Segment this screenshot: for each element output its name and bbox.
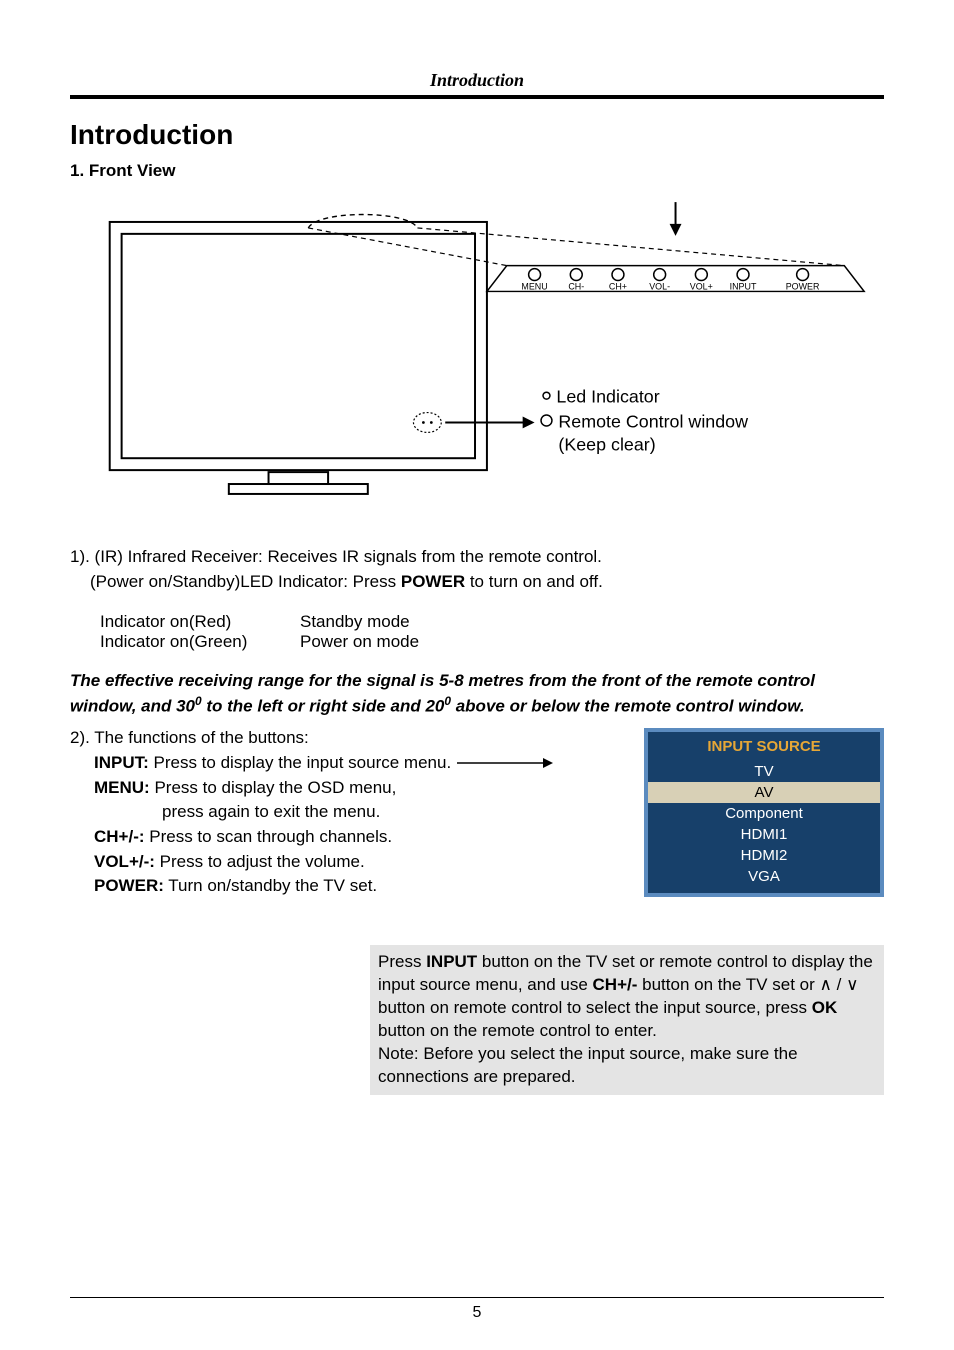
input-source-item[interactable]: HDMI2 (648, 845, 880, 866)
input-source-title: INPUT SOURCE (648, 732, 880, 761)
ir-line2-head: (Power on/Standby)LED Indicator: Press (90, 572, 401, 591)
input-instructions-note: Note: Before you select the input source… (378, 1044, 798, 1086)
section-heading-front-view: 1. Front View (70, 161, 884, 181)
header-rule (70, 95, 884, 99)
svg-text:VOL+: VOL+ (690, 281, 713, 291)
input-source-item[interactable]: TV (648, 761, 880, 782)
indicator-green-state: Indicator on(Green) (100, 632, 300, 652)
front-view-diagram: MENU CH- CH+ VOL- VOL+ INPUT POWER Led Indicat… (70, 191, 884, 516)
menu-label: MENU: (94, 778, 150, 797)
page-number: 5 (70, 1304, 884, 1322)
page-title: Introduction (70, 119, 884, 151)
svg-text:Remote Control window: Remote Control window (558, 411, 748, 431)
header-section-title: Introduction (70, 70, 884, 91)
input-source-menu: INPUT SOURCE TVAVComponentHDMI1HDMI2VGA (644, 728, 884, 897)
functions-intro: 2). The functions of the buttons: (70, 726, 624, 751)
svg-text:(Keep clear): (Keep clear) (558, 434, 655, 454)
footer-rule (70, 1297, 884, 1298)
input-label: INPUT: (94, 753, 149, 772)
svg-text:VOL-: VOL- (649, 281, 670, 291)
ir-line2-power: POWER (401, 572, 465, 591)
svg-text:CH+: CH+ (609, 281, 627, 291)
receiving-range-note: The effective receiving range for the si… (70, 670, 884, 719)
arrow-to-input-source (455, 757, 555, 769)
svg-text:POWER: POWER (786, 281, 820, 291)
vol-label: VOL+/-: (94, 852, 155, 871)
up-icon: ∧ (819, 975, 831, 994)
vol-desc: Press to adjust the volume. (155, 852, 365, 871)
button-functions-block: 2). The functions of the buttons: INPUT:… (70, 726, 624, 898)
ir-description-line1: 1). (IR) Infrared Receiver: Receives IR … (70, 546, 884, 569)
input-source-item[interactable]: Component (648, 803, 880, 824)
svg-text:Led Indicator: Led Indicator (556, 387, 659, 407)
power-label: POWER: (94, 876, 164, 895)
indicator-green-mode: Power on mode (300, 632, 419, 652)
svg-text:MENU: MENU (521, 281, 547, 291)
input-source-item[interactable]: VGA (648, 866, 880, 887)
power-desc: Turn on/standby the TV set. (164, 876, 377, 895)
menu-desc1: Press to display the OSD menu, (150, 778, 397, 797)
menu-desc2: press again to exit the menu. (70, 800, 624, 825)
input-source-item[interactable]: AV (648, 782, 880, 803)
ir-description-line2: (Power on/Standby)LED Indicator: Press P… (70, 571, 884, 594)
input-source-item[interactable]: HDMI1 (648, 824, 880, 845)
indicator-red-state: Indicator on(Red) (100, 612, 300, 632)
input-desc: Press to display the input source menu. (149, 753, 451, 772)
input-instructions-box: Press INPUT button on the TV set or remo… (370, 945, 884, 1095)
svg-text:INPUT: INPUT (730, 281, 757, 291)
svg-text:CH-: CH- (568, 281, 584, 291)
ch-label: CH+/-: (94, 827, 145, 846)
ch-desc: Press to scan through channels. (145, 827, 393, 846)
down-icon: ∨ (846, 975, 858, 994)
indicator-red-mode: Standby mode (300, 612, 410, 632)
indicator-table: Indicator on(Red) Standby mode Indicator… (70, 612, 884, 652)
ir-line2-tail: to turn on and off. (465, 572, 603, 591)
